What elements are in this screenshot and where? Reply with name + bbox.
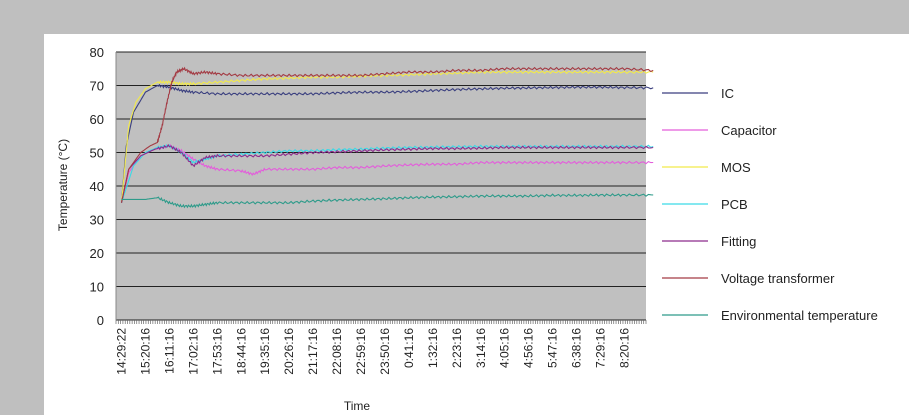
series-lines [120,66,654,209]
y-axis-ticks: 0 10 20 30 40 50 60 70 80 [90,45,104,328]
x-tick-label: 14:29:22 [115,328,129,375]
series-line-environmental-temperature [121,193,654,209]
y-tick-label: 60 [90,112,104,127]
y-tick-label: 10 [90,280,104,295]
legend-label: IC [721,86,734,101]
x-tick-label: 5:47:16 [546,328,560,368]
x-tick-label: 0:41:16 [402,328,416,368]
y-tick-label: 0 [97,313,104,328]
x-tick-label: 4:05:16 [498,328,512,368]
x-tick-label: 22:08:16 [330,328,344,375]
x-tick-label: 4:56:16 [522,328,536,368]
legend-label: PCB [721,197,748,212]
x-tick-label: 20:26:16 [282,328,296,375]
y-tick-label: 80 [90,45,104,60]
legend: IC Capacitor MOS PCB Fitting Voltage transfor… [662,86,878,323]
x-tick-label: 18:44:16 [234,328,248,375]
y-tick-label: 40 [90,179,104,194]
x-tick-label: 17:02:16 [186,328,200,375]
legend-label: MOS [721,160,751,175]
x-tick-label: 22:59:16 [354,328,368,375]
legend-label: Capacitor [721,123,777,138]
x-tick-label: 1:32:16 [426,328,440,368]
legend-label: Voltage transformer [721,271,835,286]
x-tick-label: 7:29:16 [594,328,608,368]
series-line-mos [120,70,654,203]
series-line-capacitor [120,143,654,203]
legend-label: Environmental temperature [721,308,878,323]
x-axis-ticks: 14:29:22 15:20:16 16:11:16 17:02:16 17:53:16… [115,320,647,375]
x-tick-label: 19:35:16 [258,328,272,375]
x-tick-label: 21:17:16 [306,328,320,375]
gridlines [115,51,646,321]
x-tick-label: 6:38:16 [570,328,584,368]
y-tick-label: 50 [90,146,104,161]
y-axis-title: Temperature (°C) [56,139,70,231]
x-tick-label: 8:20:16 [617,328,631,368]
x-tick-label: 15:20:16 [138,328,152,375]
y-tick-label: 20 [90,246,104,261]
legend-label: Fitting [721,234,756,249]
x-tick-label: 16:11:16 [162,328,176,374]
x-tick-label: 2:23:16 [450,328,464,368]
y-tick-label: 30 [90,213,104,228]
x-tick-label: 23:50:16 [378,328,392,375]
series-line-voltage-transformer [120,66,654,203]
x-tick-label: 3:14:16 [474,328,488,368]
x-tick-label: 17:53:16 [210,328,224,375]
y-tick-label: 70 [90,79,104,94]
series-line-fitting [120,143,654,203]
x-axis-title: Time [344,399,371,413]
series-line-ic [120,83,654,203]
